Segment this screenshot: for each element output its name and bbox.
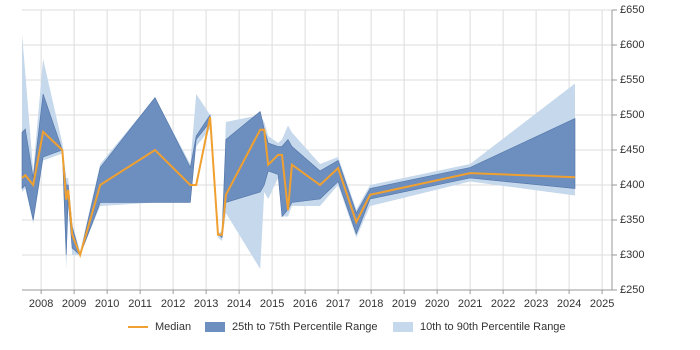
- x-tick-label: 2024: [557, 298, 581, 310]
- y-tick-label: £500: [620, 109, 644, 121]
- range-band: [22, 34, 575, 269]
- x-tick-label: 2016: [293, 298, 317, 310]
- legend-swatch: [205, 322, 225, 332]
- y-tick-label: £250: [620, 284, 644, 296]
- y-tick-label: £450: [620, 144, 644, 156]
- x-tick-label: 2014: [227, 298, 251, 310]
- y-tick-label: £350: [620, 214, 644, 226]
- legend: Median 25th to 75th Percentile Range 10th …: [128, 321, 566, 333]
- y-tick-label: £650: [620, 4, 644, 16]
- y-tick-label: £600: [620, 39, 644, 51]
- legend-label: Median: [155, 321, 191, 333]
- legend-label: 10th to 90th Percentile Range: [420, 321, 566, 333]
- y-tick-label: £550: [620, 74, 644, 86]
- x-tick-label: 2011: [128, 298, 152, 310]
- legend-swatch: [393, 322, 413, 332]
- plot-area: [21, 34, 576, 269]
- x-tick-label: 2019: [392, 298, 416, 310]
- x-tick-label: 2009: [62, 298, 86, 310]
- x-tick-label: 2018: [359, 298, 383, 310]
- x-tick-label: 2012: [161, 298, 185, 310]
- x-tick-label: 2013: [194, 298, 218, 310]
- x-tick-label: 2008: [29, 298, 53, 310]
- range-band: [21, 93, 576, 256]
- y-tick-label: £300: [620, 249, 644, 261]
- x-tick-label: 2017: [326, 298, 350, 310]
- axes: £250 £300 £350 £400 £450 £500 £550 £600 £650 2008…: [22, 4, 644, 310]
- x-tick-label: 2010: [95, 298, 119, 310]
- y-tick-label: £400: [620, 179, 644, 191]
- legend-label: 25th to 75th Percentile Range: [232, 321, 378, 333]
- x-tick-label: 2025: [590, 298, 614, 310]
- x-tick-label: 2015: [260, 298, 284, 310]
- x-tick-label: 2023: [524, 298, 548, 310]
- x-tick-label: 2021: [458, 298, 482, 310]
- x-tick-label: 2022: [491, 298, 515, 310]
- x-tick-label: 2020: [425, 298, 449, 310]
- median-line: [21, 116, 576, 259]
